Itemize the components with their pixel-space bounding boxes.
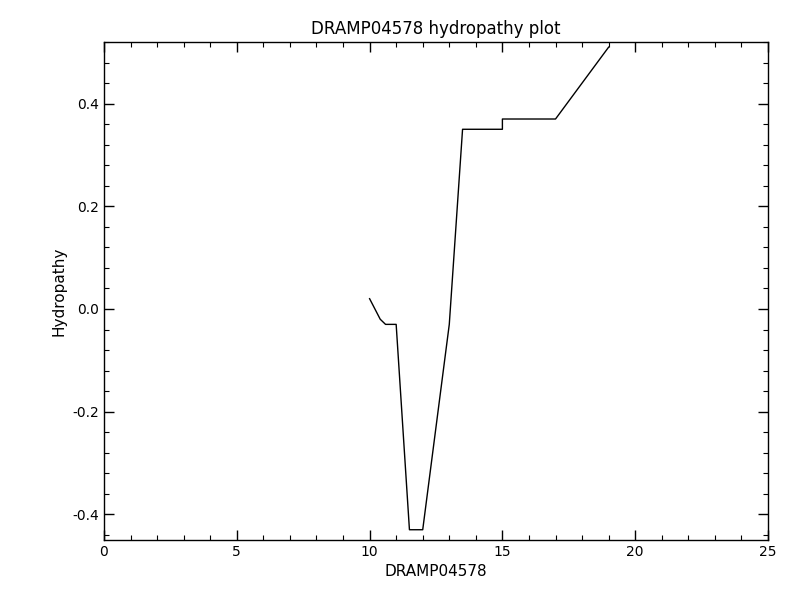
X-axis label: DRAMP04578: DRAMP04578 [385,565,487,580]
Y-axis label: Hydropathy: Hydropathy [52,247,67,335]
Title: DRAMP04578 hydropathy plot: DRAMP04578 hydropathy plot [311,20,561,38]
